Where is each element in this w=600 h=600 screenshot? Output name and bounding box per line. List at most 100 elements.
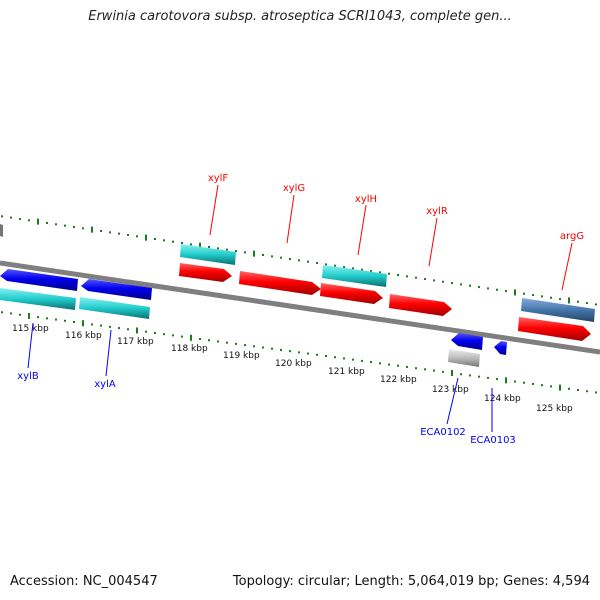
major-tick [568, 297, 570, 304]
minor-tick [172, 334, 174, 337]
partial-feature-left[interactable] [0, 224, 3, 237]
xylF-label[interactable]: xylF [208, 173, 229, 184]
xylF-cds-feature[interactable] [180, 244, 236, 265]
minor-tick [559, 298, 561, 301]
minor-tick [433, 279, 435, 282]
minor-tick [469, 374, 471, 377]
minor-tick [64, 319, 66, 322]
minor-tick [82, 227, 84, 230]
major-tick [451, 370, 453, 377]
minor-tick [307, 260, 309, 263]
minor-tick [487, 287, 489, 290]
minor-tick [163, 333, 165, 336]
minor-tick [415, 367, 417, 370]
minor-tick [10, 216, 12, 219]
minor-tick [595, 303, 597, 306]
minor-tick [100, 324, 102, 327]
genome-backbone [0, 260, 600, 355]
xylH-gene-arrow[interactable] [320, 283, 383, 304]
xylB-label[interactable]: xylB [17, 371, 39, 382]
ECA0102-gene-arrow[interactable] [451, 333, 483, 350]
minor-tick [226, 248, 228, 251]
minor-tick [586, 390, 588, 393]
argG-label[interactable]: argG [560, 231, 584, 242]
minor-tick [532, 382, 534, 385]
minor-tick [307, 352, 309, 355]
minor-tick [379, 362, 381, 365]
minor-tick [73, 320, 75, 323]
minor-tick [226, 341, 228, 344]
upper-tick-row [1, 215, 597, 306]
minor-tick [298, 351, 300, 354]
minor-tick [415, 276, 417, 279]
xylH-cds-feature[interactable] [322, 265, 387, 287]
minor-tick [586, 302, 588, 305]
minor-tick [496, 378, 498, 381]
minor-tick [460, 373, 462, 376]
minor-tick [235, 250, 237, 253]
minor-tick [334, 356, 336, 359]
minor-tick [217, 340, 219, 343]
xylA-label[interactable]: xylA [94, 379, 116, 390]
minor-tick [253, 345, 255, 348]
minor-tick [289, 258, 291, 261]
minor-tick [352, 358, 354, 361]
xylF-gene-arrow[interactable] [179, 263, 232, 282]
argG-cds-feature[interactable] [521, 298, 595, 322]
tick-label: 125 kbp [536, 404, 573, 414]
tick-label: 122 kbp [380, 375, 417, 385]
xylB-cds-feature[interactable] [0, 288, 76, 310]
xylR-gene-arrow[interactable] [389, 294, 452, 316]
xylH-label[interactable]: xylH [355, 194, 377, 205]
xylG-gene-arrow[interactable] [239, 271, 321, 295]
minor-tick [469, 284, 471, 287]
xylB-gene-arrow[interactable] [0, 269, 78, 291]
minor-tick [109, 325, 111, 328]
tick-label: 123 kbp [432, 385, 469, 395]
ECA0102-label[interactable]: ECA0102 [420, 427, 466, 438]
minor-tick [28, 219, 30, 222]
minor-tick [181, 241, 183, 244]
minor-tick [388, 363, 390, 366]
minor-tick [127, 233, 129, 236]
xylA-gene-arrow[interactable] [81, 279, 152, 300]
major-tick [37, 218, 39, 225]
minor-tick [262, 254, 264, 257]
xylG-label[interactable]: xylG [283, 183, 305, 194]
minor-tick [523, 381, 525, 384]
xylA-cds-feature[interactable] [79, 297, 150, 319]
minor-tick [235, 342, 237, 345]
minor-tick [19, 217, 21, 220]
major-tick [145, 234, 147, 241]
major-tick [136, 327, 138, 334]
minor-tick [64, 224, 66, 227]
minor-tick [208, 339, 210, 342]
xylR-label[interactable]: xylR [426, 206, 448, 217]
minor-tick [100, 229, 102, 232]
ECA0103-label[interactable]: ECA0103 [470, 435, 516, 446]
minor-tick [46, 317, 48, 320]
major-tick [199, 242, 201, 249]
minor-tick [172, 240, 174, 243]
minor-tick [181, 335, 183, 338]
minor-tick [325, 355, 327, 358]
xylR-leader-line [428, 217, 438, 267]
tick-label: 116 kbp [65, 331, 102, 341]
minor-tick [208, 246, 210, 249]
minor-tick [343, 357, 345, 360]
minor-tick [505, 290, 507, 293]
minor-tick [325, 263, 327, 266]
minor-tick [316, 262, 318, 265]
major-tick [28, 312, 30, 319]
xylB-leader-line [27, 322, 34, 369]
ECA0103-gene-arrow[interactable] [494, 341, 507, 355]
ECA0102-pseudo-feature[interactable] [448, 349, 480, 367]
ECA0102-leader-line [446, 377, 459, 425]
minor-tick [343, 266, 345, 269]
minor-tick [406, 275, 408, 278]
tick-label: 117 kbp [117, 337, 154, 347]
xylA-leader-line [105, 329, 112, 377]
argG-gene-arrow[interactable] [518, 317, 591, 341]
tick-label: 120 kbp [275, 359, 312, 369]
minor-tick [496, 288, 498, 291]
